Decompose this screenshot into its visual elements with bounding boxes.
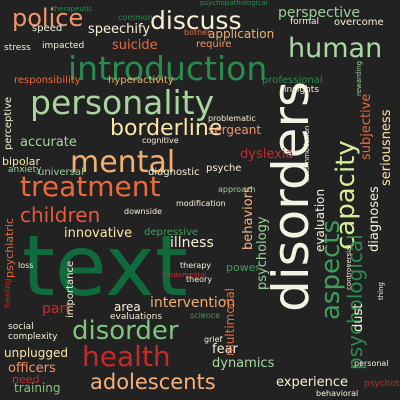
word-personal: personal	[354, 359, 389, 368]
word-social: social	[8, 322, 34, 332]
word-downside: downside	[124, 207, 162, 216]
word-loss: loss	[18, 261, 34, 270]
word-children: children	[20, 203, 101, 227]
word-bother: bother	[184, 28, 211, 37]
word-perceptive: perceptive	[3, 96, 14, 150]
word-require: require	[196, 39, 232, 50]
word-universal: universal	[38, 167, 84, 178]
word-thing: thing	[377, 281, 385, 300]
word-health: health	[82, 340, 171, 373]
word-formal: formal	[290, 17, 319, 27]
word-anxiety: anxiety	[8, 165, 42, 175]
word-diagnoses: diagnoses	[367, 186, 382, 252]
word-depressive: depressive	[144, 227, 199, 238]
word-insights: insights	[284, 85, 320, 95]
word-perspective: perspective	[278, 5, 361, 21]
word-human: human	[288, 33, 383, 64]
word-speed: speed	[32, 23, 63, 34]
word-therapeutic: therapeutic	[52, 5, 93, 13]
word-responsibility: responsibility	[14, 75, 81, 86]
word-problematic: problematic	[208, 114, 256, 123]
word-borderline: borderline	[110, 116, 223, 141]
word-sergeant: sergeant	[208, 123, 262, 137]
word-common: common	[118, 13, 153, 22]
word-controversial: controversial	[345, 244, 353, 290]
word-dyslexia: dyslexia	[240, 147, 294, 162]
word-approach: approach	[218, 185, 256, 194]
word-psychotic: psychotic	[364, 379, 400, 389]
word-subjective: subjective	[359, 93, 374, 160]
word-adolescents: adolescents	[90, 370, 216, 394]
word-suicide: suicide	[112, 38, 158, 53]
word-fundamental: fundamental	[162, 271, 207, 279]
word-disorder: disorder	[72, 316, 179, 346]
word-rewarding: rewarding	[355, 60, 363, 96]
word-part: part	[42, 301, 71, 317]
word-seriousness: seriousness	[379, 109, 394, 186]
word-accommodation: accommodation	[303, 125, 311, 182]
word-speechify: speechify	[88, 22, 151, 37]
word-complexity: complexity	[8, 332, 58, 342]
word-behaviors: behaviors	[241, 186, 256, 250]
word-training: training	[14, 381, 61, 395]
word-science: science	[190, 311, 221, 320]
word-treatment: treatment	[20, 170, 161, 203]
word-impacted: impacted	[42, 41, 85, 51]
word-grief: grief	[204, 335, 223, 344]
word-therapy: therapy	[180, 261, 212, 270]
word-healing: healing	[3, 278, 12, 309]
word-personality: personality	[30, 83, 215, 122]
word-multimodal: multimodal	[223, 287, 237, 356]
word-evaluations: evaluations	[110, 312, 163, 322]
word-discuss: discuss	[150, 6, 242, 35]
word-importance: importance	[65, 260, 76, 318]
word-application: application	[208, 27, 275, 41]
word-cognitive: cognitive	[142, 136, 179, 145]
word-professional: professional	[262, 75, 323, 86]
word-psychology: psychology	[255, 216, 270, 290]
word-behavioral: behavioral	[316, 389, 359, 398]
word-psychiatric: psychiatric	[3, 218, 16, 278]
word-stress: stress	[4, 43, 31, 53]
word-fear: fear	[212, 342, 238, 357]
word-dust: dust	[351, 303, 366, 332]
word-disorders: disorders	[262, 80, 320, 312]
word-theory: theory	[186, 275, 213, 284]
word-evaluation: evaluation	[313, 188, 327, 252]
word-hyperactivity: hyperactivity	[108, 75, 174, 86]
word-psyche: psyche	[206, 163, 242, 174]
word-dynamics: dynamics	[212, 356, 275, 371]
word-need: need	[12, 373, 40, 386]
word-bipolar: bipolar	[2, 155, 41, 168]
word-innovative: innovative	[64, 226, 133, 241]
word-power: power	[226, 261, 260, 274]
word-text: text	[22, 217, 188, 315]
word-officers: officers	[8, 361, 56, 376]
word-unplugged: unplugged	[4, 346, 69, 360]
word-intervention: intervention	[150, 295, 236, 311]
word-introduction: introduction	[68, 49, 268, 88]
word-area: area	[114, 300, 141, 314]
word-overcome: overcome	[334, 17, 384, 28]
word-modification: modification	[176, 199, 226, 208]
word-diagnostic: diagnostic	[148, 167, 200, 178]
word-mental: mental	[70, 145, 176, 180]
word-accurate: accurate	[20, 135, 77, 150]
word-police: police	[12, 4, 84, 32]
word-psychopathological: psychopathological	[200, 0, 268, 7]
word-experience: experience	[276, 375, 349, 390]
word-illness: illness	[170, 235, 214, 251]
